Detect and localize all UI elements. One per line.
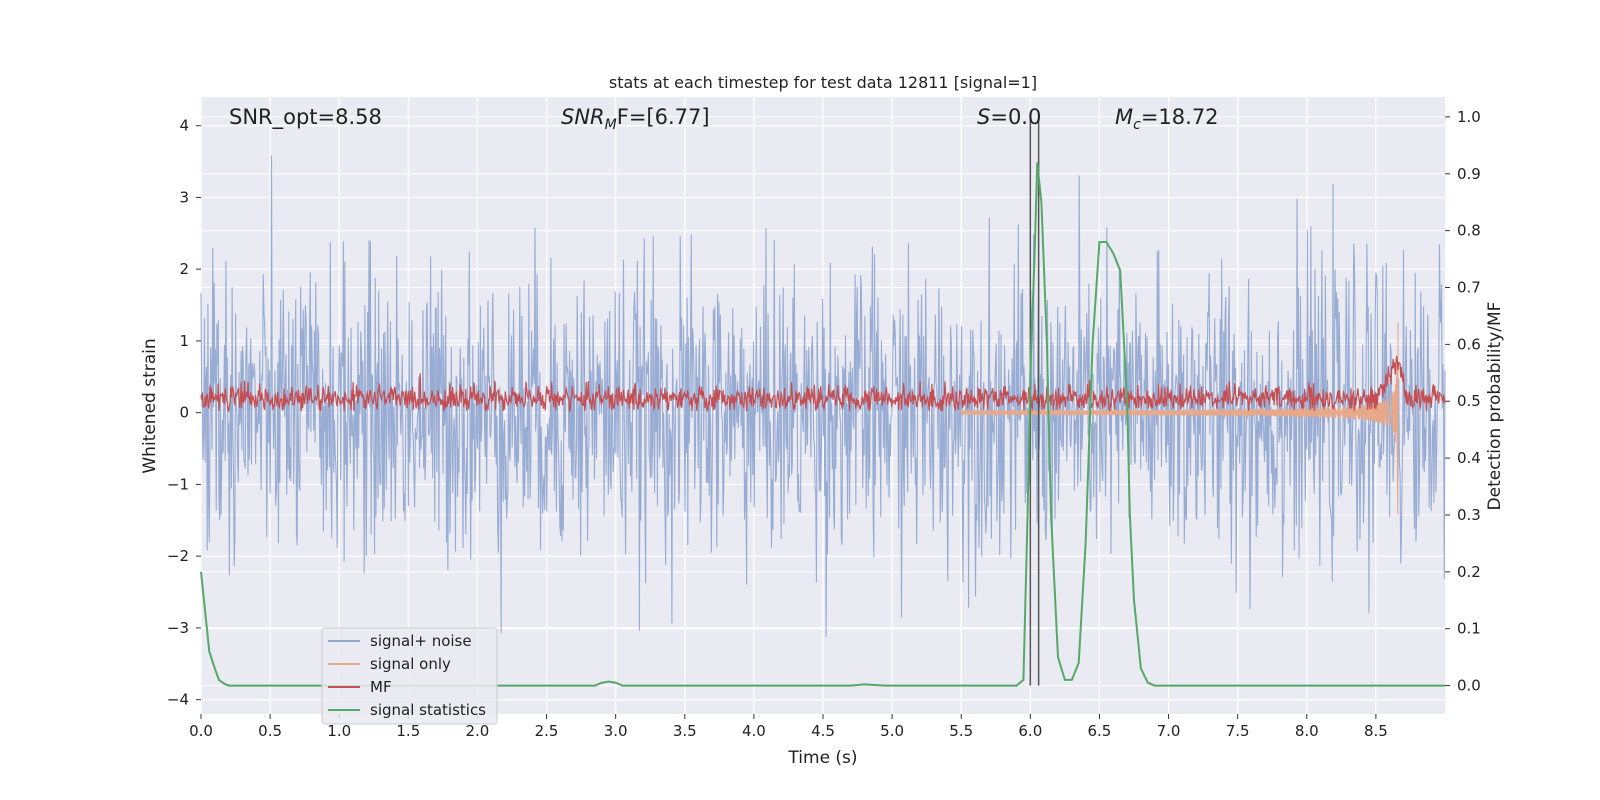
series-signal-only-line bbox=[960, 322, 1399, 515]
x-tick-label: 7.0 bbox=[1157, 722, 1181, 740]
stats-layer bbox=[200, 162, 1445, 687]
y-tick-label: 4 bbox=[179, 117, 189, 135]
annotation-snr-mf-rest: F=[6.77] bbox=[617, 105, 710, 129]
y-tick-label: −4 bbox=[167, 691, 189, 709]
x-tick-label: 2.5 bbox=[535, 722, 559, 740]
x-tick-label: 0.0 bbox=[189, 722, 213, 740]
y-tick-label: −3 bbox=[167, 619, 189, 637]
annotation-mc-sub: c bbox=[1133, 117, 1141, 133]
x-tick-label: 1.5 bbox=[396, 722, 420, 740]
y-tick-label: 1 bbox=[179, 332, 189, 350]
y-tick-label: 0 bbox=[179, 404, 189, 422]
y-right-tick-label: 0.8 bbox=[1457, 222, 1481, 240]
x-tick-label: 5.0 bbox=[880, 722, 904, 740]
mf-layer bbox=[200, 355, 1446, 413]
legend-label-signal-statistics: signal statistics bbox=[370, 701, 486, 719]
y-right-tick-label: 1.0 bbox=[1457, 108, 1481, 126]
annotation-mc: Mc=18.72 bbox=[1115, 105, 1219, 133]
annotation-snr-mf-main: SNR bbox=[561, 105, 605, 129]
y-tick-label: 3 bbox=[179, 188, 189, 206]
y-axis-label-right: Detection probability/MF bbox=[1485, 302, 1505, 511]
x-tick-label: 7.5 bbox=[1226, 722, 1250, 740]
x-tick-label: 3.0 bbox=[604, 722, 628, 740]
y-axis-label-left: Whitened strain bbox=[140, 338, 160, 473]
chirp-layer bbox=[960, 322, 1399, 515]
legend-label-signal-noise: signal+ noise bbox=[370, 632, 472, 650]
x-tick-label: 0.5 bbox=[258, 722, 282, 740]
y-right-tick-label: 0.4 bbox=[1457, 449, 1481, 467]
y-tick-label: −1 bbox=[167, 475, 189, 493]
x-tick-label: 2.0 bbox=[466, 722, 490, 740]
y-right-tick-label: 0.0 bbox=[1457, 677, 1481, 695]
noise-layer bbox=[200, 155, 1446, 637]
annotation-s-main: S bbox=[977, 105, 990, 129]
x-tick-label: 3.5 bbox=[673, 722, 697, 740]
y-right-tick-label: 0.2 bbox=[1457, 563, 1481, 581]
x-tick-label: 6.0 bbox=[1018, 722, 1042, 740]
annotation-snr-mf: SNRMF=[6.77] bbox=[561, 105, 710, 133]
legend-box bbox=[321, 627, 498, 725]
y-tick-label: −2 bbox=[167, 547, 189, 565]
annotation-snr-mf-sub: M bbox=[605, 117, 617, 133]
annotation-snr-opt: SNR_opt=8.58 bbox=[229, 105, 382, 130]
x-axis-label: Time (s) bbox=[787, 748, 857, 768]
annotation-s-rest: =0.0 bbox=[990, 105, 1041, 129]
y-right-tick-label: 0.9 bbox=[1457, 165, 1481, 183]
series-signal-noise-line bbox=[200, 155, 1446, 637]
annotation-mc-rest: =18.72 bbox=[1141, 105, 1219, 129]
y-right-tick-label: 0.1 bbox=[1457, 620, 1481, 638]
y-right-tick-label: 0.7 bbox=[1457, 279, 1481, 297]
annotation-mc-main: M bbox=[1115, 105, 1133, 129]
x-tick-label: 4.5 bbox=[811, 722, 835, 740]
series-mf-line bbox=[200, 355, 1446, 413]
y-right-tick-label: 0.6 bbox=[1457, 335, 1481, 353]
x-tick-label: 1.0 bbox=[327, 722, 351, 740]
x-tick-label: 8.0 bbox=[1295, 722, 1319, 740]
chart-title: stats at each timestep for test data 128… bbox=[609, 73, 1037, 92]
y-tick-label: 2 bbox=[179, 260, 189, 278]
y-right-tick-label: 0.3 bbox=[1457, 506, 1481, 524]
legend-label-mf: MF bbox=[370, 678, 392, 696]
x-tick-label: 5.5 bbox=[949, 722, 973, 740]
x-tick-label: 4.0 bbox=[742, 722, 766, 740]
tick-layer: 0.0 0.5 1.0 1.5 2.0 2.5 3.0 3.5 4.0 4.5 5.0 5.5 6.0 6… bbox=[167, 108, 1481, 740]
y-right-tick-label: 0.5 bbox=[1457, 392, 1481, 410]
legend-label-signal-only: signal only bbox=[370, 655, 451, 673]
x-tick-label: 6.5 bbox=[1088, 722, 1112, 740]
x-tick-label: 8.5 bbox=[1364, 722, 1388, 740]
series-signal-statistics-line bbox=[200, 162, 1445, 687]
legend: signal+ noise signal only MF signal stat… bbox=[321, 627, 498, 725]
annotation-s: S=0.0 bbox=[977, 105, 1041, 129]
